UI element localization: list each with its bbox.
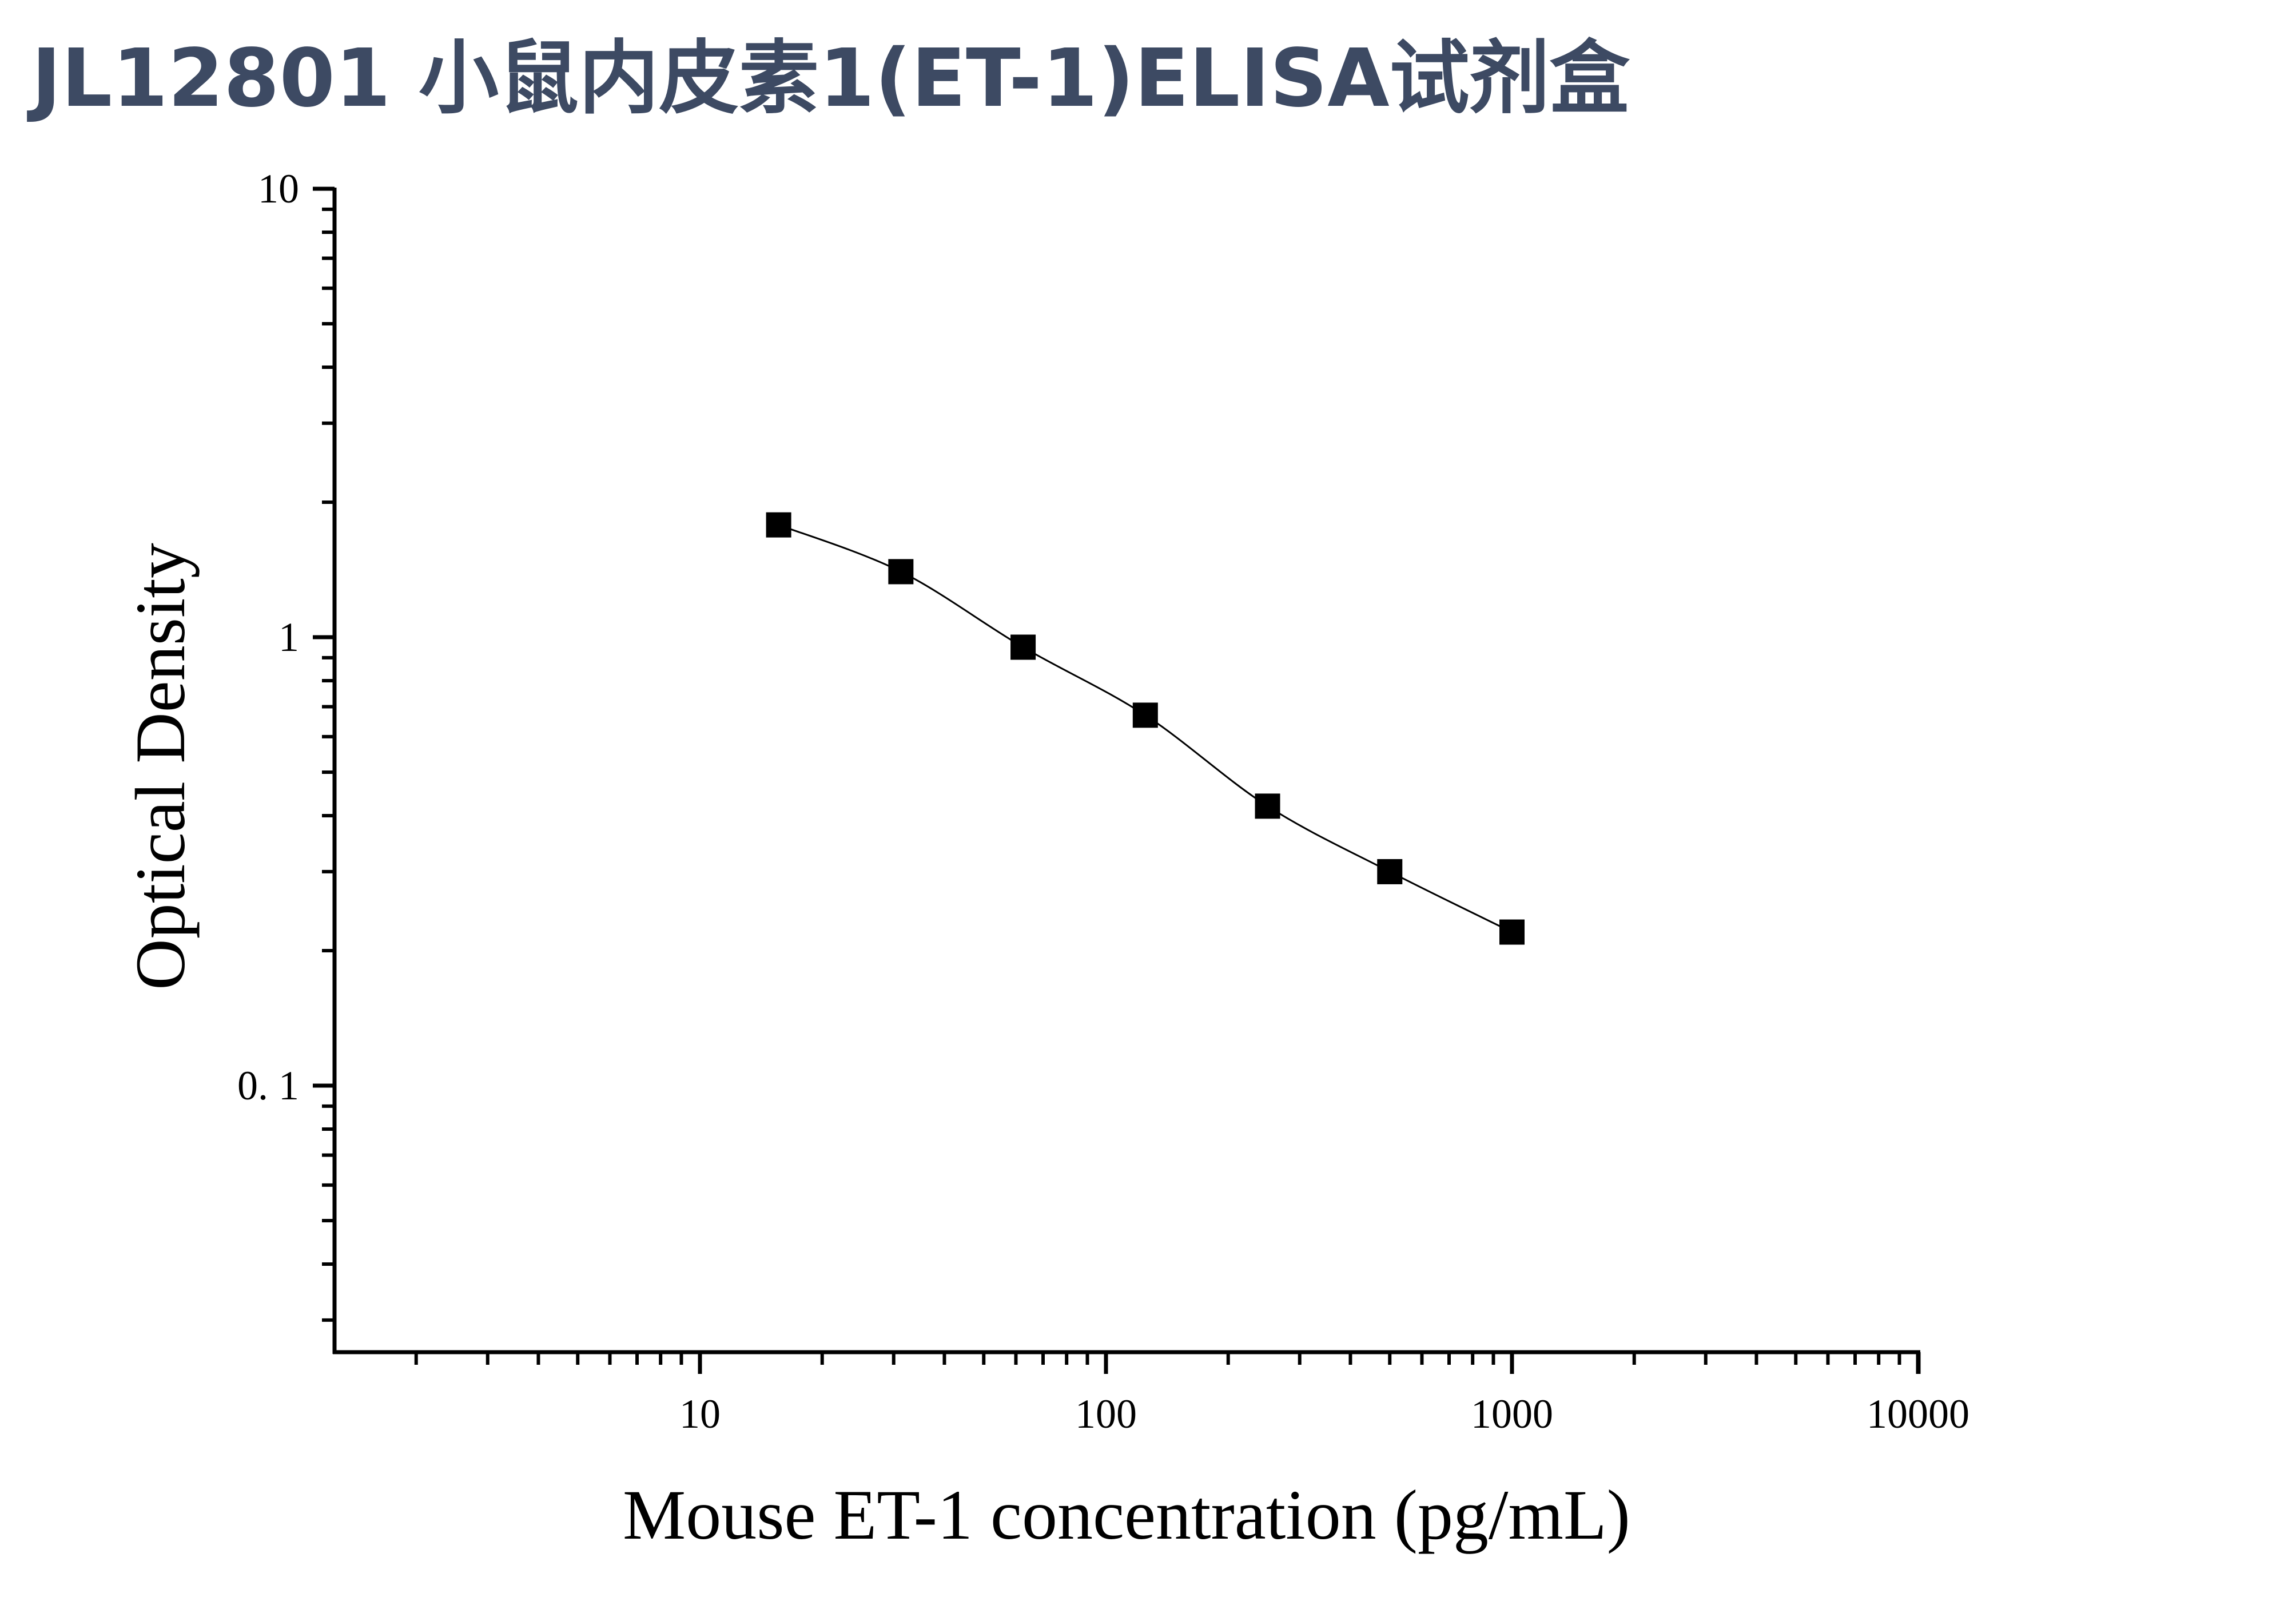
x-tick-label: 10000 [1867, 1391, 1969, 1437]
data-point-marker [888, 559, 914, 585]
x-tick-label: 10 [679, 1391, 721, 1437]
page-title: JL12801 小鼠内皮素1(ET-1)ELISA试剂盒 [31, 32, 1630, 125]
y-tick-label: 0. 1 [237, 1063, 299, 1109]
x-tick-label: 1000 [1471, 1391, 1553, 1437]
data-point-marker [1132, 702, 1158, 728]
data-point-marker [766, 512, 791, 538]
y-axis-title: Optical Density [121, 543, 200, 990]
tick-labels-layer: 10 100 1000 10000 10 1 0. 1 [237, 166, 1969, 1437]
y-tick-label: 10 [258, 166, 299, 212]
data-point-marker [1010, 634, 1036, 660]
x-axis-title: Mouse ET-1 concentration (pg/mL) [623, 1476, 1630, 1554]
data-points-layer [766, 512, 1525, 945]
x-tick-label: 100 [1075, 1391, 1137, 1437]
y-tick-label: 1 [278, 614, 299, 660]
data-point-marker [1499, 919, 1525, 945]
data-point-marker [1255, 793, 1280, 819]
data-point-marker [1377, 859, 1403, 884]
axes [313, 186, 1921, 1374]
